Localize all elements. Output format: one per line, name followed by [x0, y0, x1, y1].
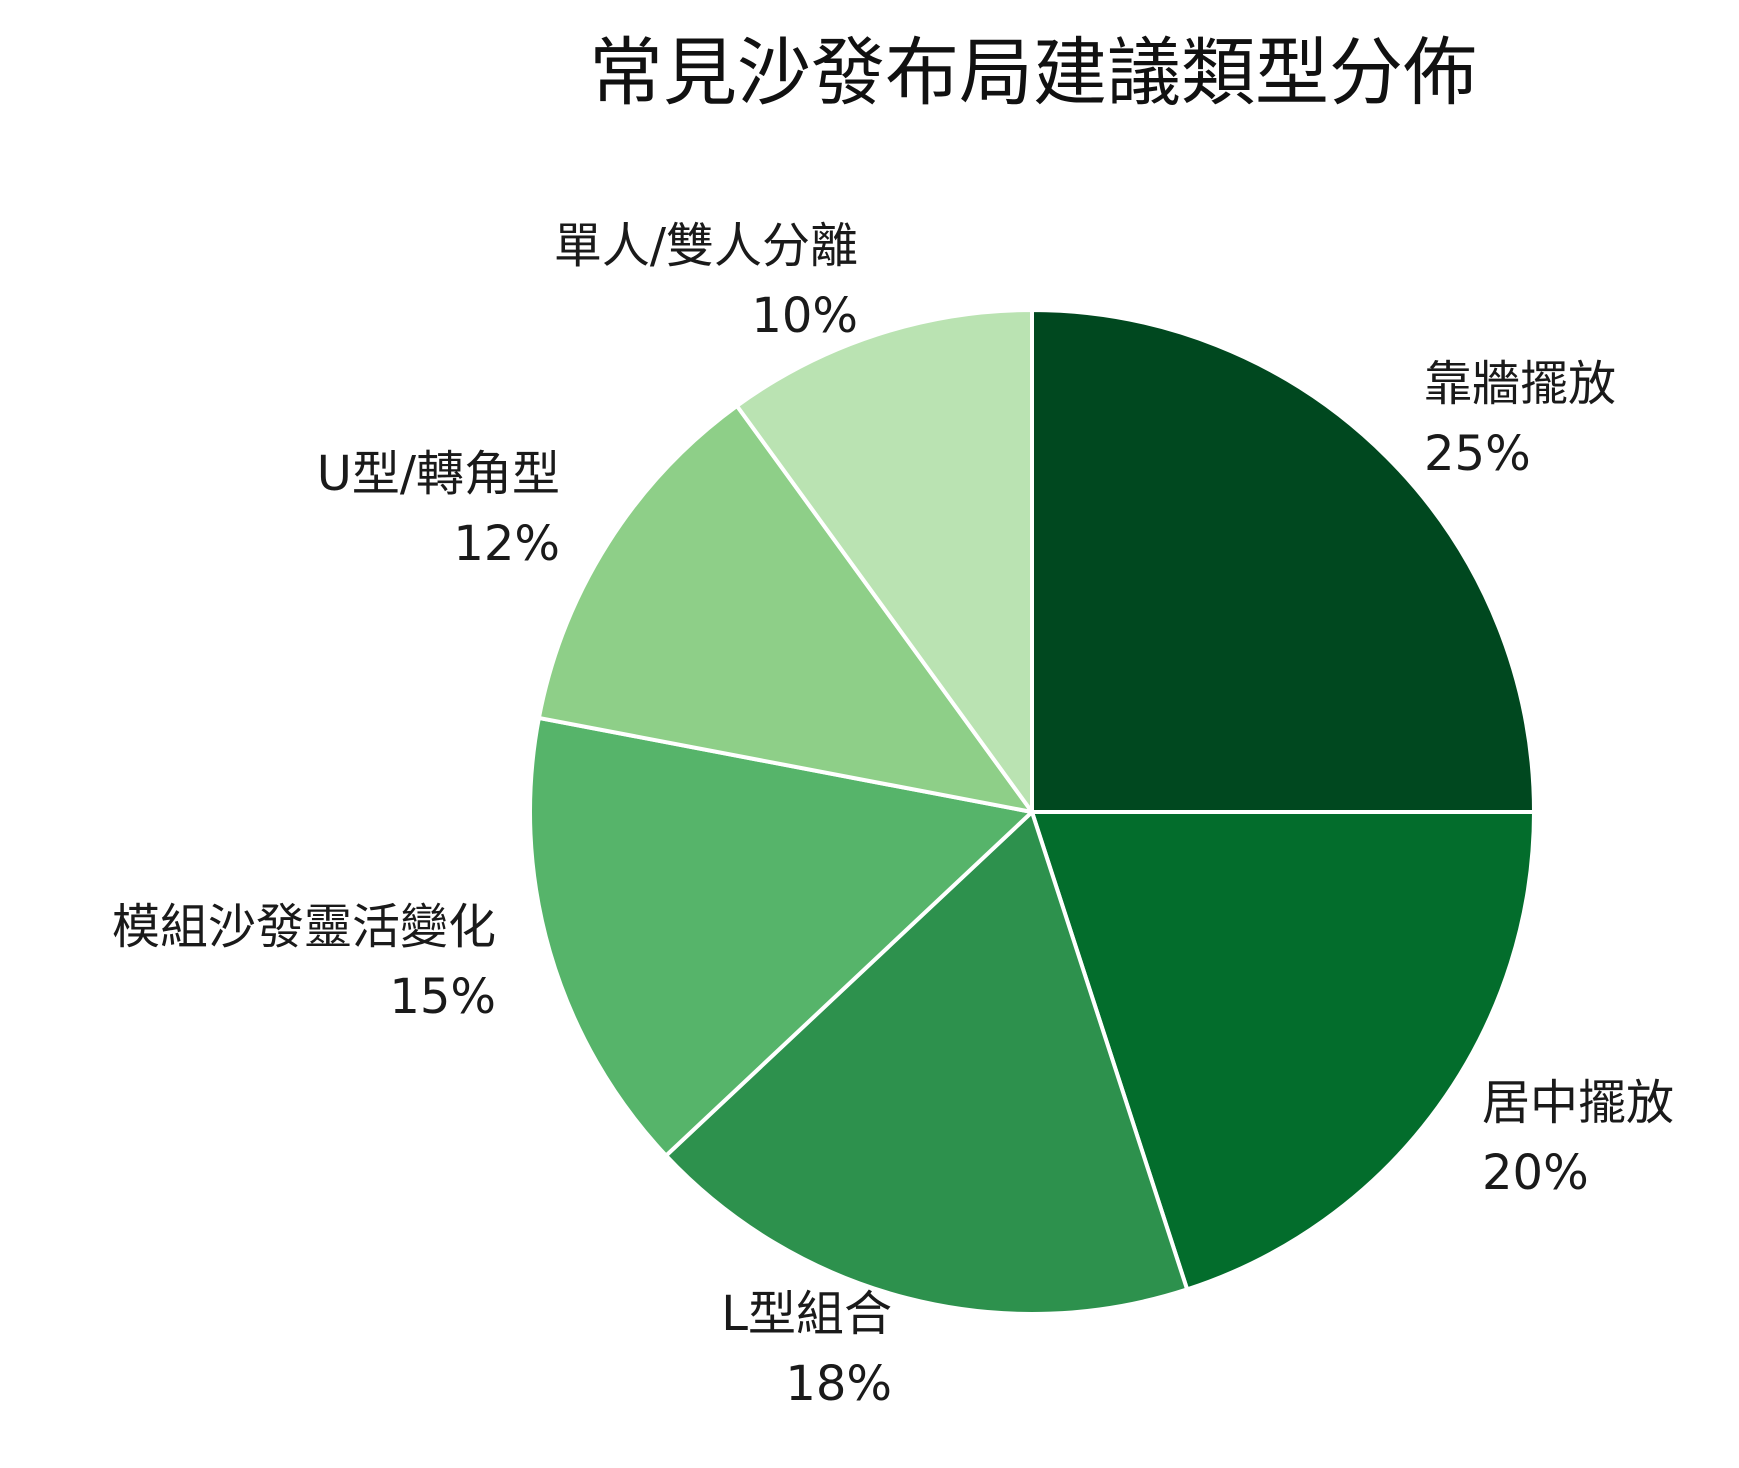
slice-value-label: 10%	[751, 288, 858, 344]
pie-slice	[664, 810, 1190, 1316]
pie-labels: 靠牆擺放 25% 居中擺放 20% L型組合 18% 模組沙發靈活變化 15% U型/轉角型 12…	[112, 218, 1674, 1412]
pie-slices	[528, 308, 1536, 1316]
slice-value-label: 20%	[1482, 1145, 1589, 1201]
pie-slice	[536, 403, 1034, 814]
slice-label: U型/轉角型	[317, 446, 560, 502]
slice-label: 靠牆擺放	[1424, 356, 1616, 412]
pie-slice	[528, 715, 1034, 1158]
slice-value-label: 25%	[1424, 426, 1531, 482]
slice-label: 模組沙發靈活變化	[112, 899, 496, 955]
chart-title: 常見沙發布局建議類型分佈	[589, 30, 1477, 116]
slice-label: 單人/雙人分離	[554, 218, 858, 274]
slice-label: L型組合	[721, 1286, 892, 1342]
slice-value-label: 15%	[389, 969, 496, 1025]
pie-slice	[1030, 810, 1536, 1292]
pie-slice	[734, 308, 1034, 814]
slice-value-label: 18%	[785, 1356, 892, 1412]
slice-label: 居中擺放	[1482, 1075, 1674, 1131]
pie-slice	[1030, 308, 1536, 814]
slice-value-label: 12%	[453, 516, 560, 572]
